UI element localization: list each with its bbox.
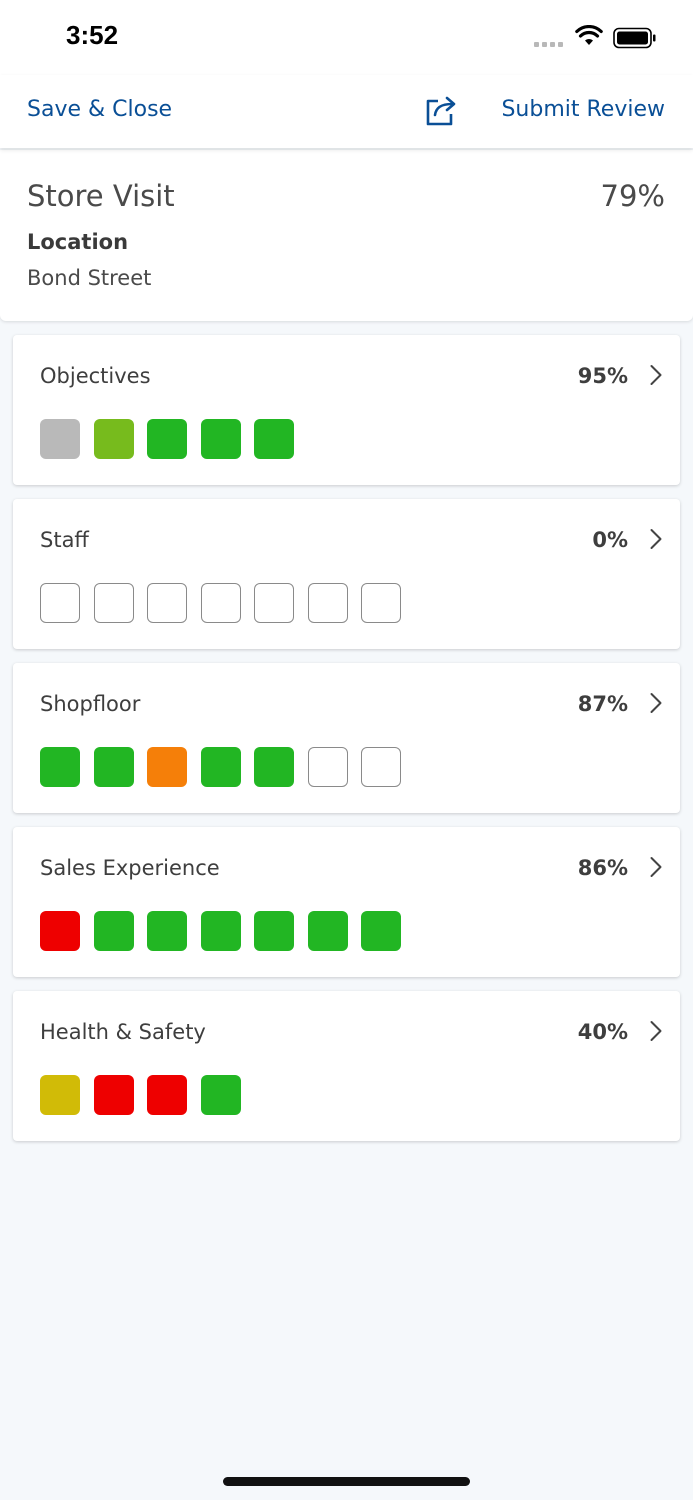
- question-status-green[interactable]: [147, 911, 187, 951]
- visit-summary-card: Store Visit 79% Location Bond Street: [0, 150, 693, 321]
- section-card-health-safety[interactable]: Health & Safety 40%: [13, 991, 680, 1141]
- question-status-green[interactable]: [93, 911, 134, 951]
- chevron-right-icon: [650, 365, 662, 385]
- wifi-icon: [575, 25, 603, 45]
- section-score: 40%: [577, 1020, 628, 1044]
- section-score: 87%: [577, 692, 628, 716]
- chevron-right-icon: [650, 857, 662, 877]
- section-card-objectives[interactable]: Objectives 95%: [13, 335, 680, 485]
- question-status-row: [40, 419, 308, 459]
- question-status-row: [40, 583, 415, 623]
- section-card-sales-experience[interactable]: Sales Experience 86%: [13, 827, 680, 977]
- section-score: 86%: [577, 856, 628, 880]
- question-status-green[interactable]: [254, 419, 294, 459]
- question-status-green[interactable]: [200, 747, 241, 787]
- section-title: Shopfloor: [40, 692, 141, 716]
- question-status-empty[interactable]: [361, 583, 401, 623]
- chevron-right-icon: [650, 1021, 662, 1041]
- question-status-light_green[interactable]: [93, 419, 134, 459]
- question-status-green[interactable]: [361, 911, 401, 951]
- question-status-empty[interactable]: [307, 747, 348, 787]
- save-close-button[interactable]: Save & Close: [27, 97, 173, 122]
- question-status-grey[interactable]: [40, 419, 80, 459]
- top-nav-bar: Save & Close Submit Review: [0, 75, 693, 148]
- location-value: Bond Street: [27, 266, 152, 290]
- section-score: 95%: [577, 364, 628, 388]
- question-status-green[interactable]: [254, 747, 294, 787]
- question-status-red[interactable]: [93, 1075, 134, 1115]
- section-card-shopfloor[interactable]: Shopfloor 87%: [13, 663, 680, 813]
- location-label: Location: [27, 230, 129, 254]
- chevron-right-icon: [650, 693, 662, 713]
- section-title: Sales Experience: [40, 856, 220, 880]
- question-status-green[interactable]: [200, 1075, 241, 1115]
- question-status-green[interactable]: [40, 747, 80, 787]
- section-title: Objectives: [40, 364, 151, 388]
- visit-score: 79%: [600, 179, 665, 213]
- chevron-right-icon: [650, 529, 662, 549]
- question-status-orange[interactable]: [147, 747, 187, 787]
- question-status-green[interactable]: [200, 419, 241, 459]
- question-status-empty[interactable]: [200, 583, 241, 623]
- status-time: 3:52: [66, 20, 119, 50]
- question-status-red[interactable]: [147, 1075, 187, 1115]
- question-status-green[interactable]: [200, 911, 241, 951]
- section-title: Health & Safety: [40, 1020, 206, 1044]
- question-status-green[interactable]: [93, 747, 134, 787]
- status-bar: 3:52: [0, 0, 693, 75]
- question-status-red[interactable]: [40, 911, 80, 951]
- question-status-empty[interactable]: [147, 583, 187, 623]
- question-status-row: [40, 911, 415, 951]
- question-status-empty[interactable]: [93, 583, 134, 623]
- question-status-empty[interactable]: [361, 747, 401, 787]
- question-status-green[interactable]: [147, 419, 187, 459]
- visit-title: Store Visit: [27, 179, 175, 213]
- section-score: 0%: [592, 528, 628, 552]
- question-status-empty[interactable]: [254, 583, 294, 623]
- section-title: Staff: [40, 528, 89, 552]
- question-status-row: [40, 747, 415, 787]
- submit-review-button[interactable]: Submit Review: [501, 97, 665, 122]
- question-status-row: [40, 1075, 254, 1115]
- battery-icon: [613, 27, 656, 49]
- home-indicator: [223, 1477, 470, 1486]
- section-list: Objectives 95% Staff 0% Shopfloor 87% Sa…: [13, 335, 680, 1155]
- cellular-signal-icon: [534, 42, 566, 48]
- section-card-staff[interactable]: Staff 0%: [13, 499, 680, 649]
- question-status-empty[interactable]: [307, 583, 348, 623]
- share-icon[interactable]: [424, 95, 458, 127]
- question-status-empty[interactable]: [40, 583, 80, 623]
- question-status-yellow[interactable]: [40, 1075, 80, 1115]
- question-status-green[interactable]: [307, 911, 348, 951]
- question-status-green[interactable]: [254, 911, 294, 951]
